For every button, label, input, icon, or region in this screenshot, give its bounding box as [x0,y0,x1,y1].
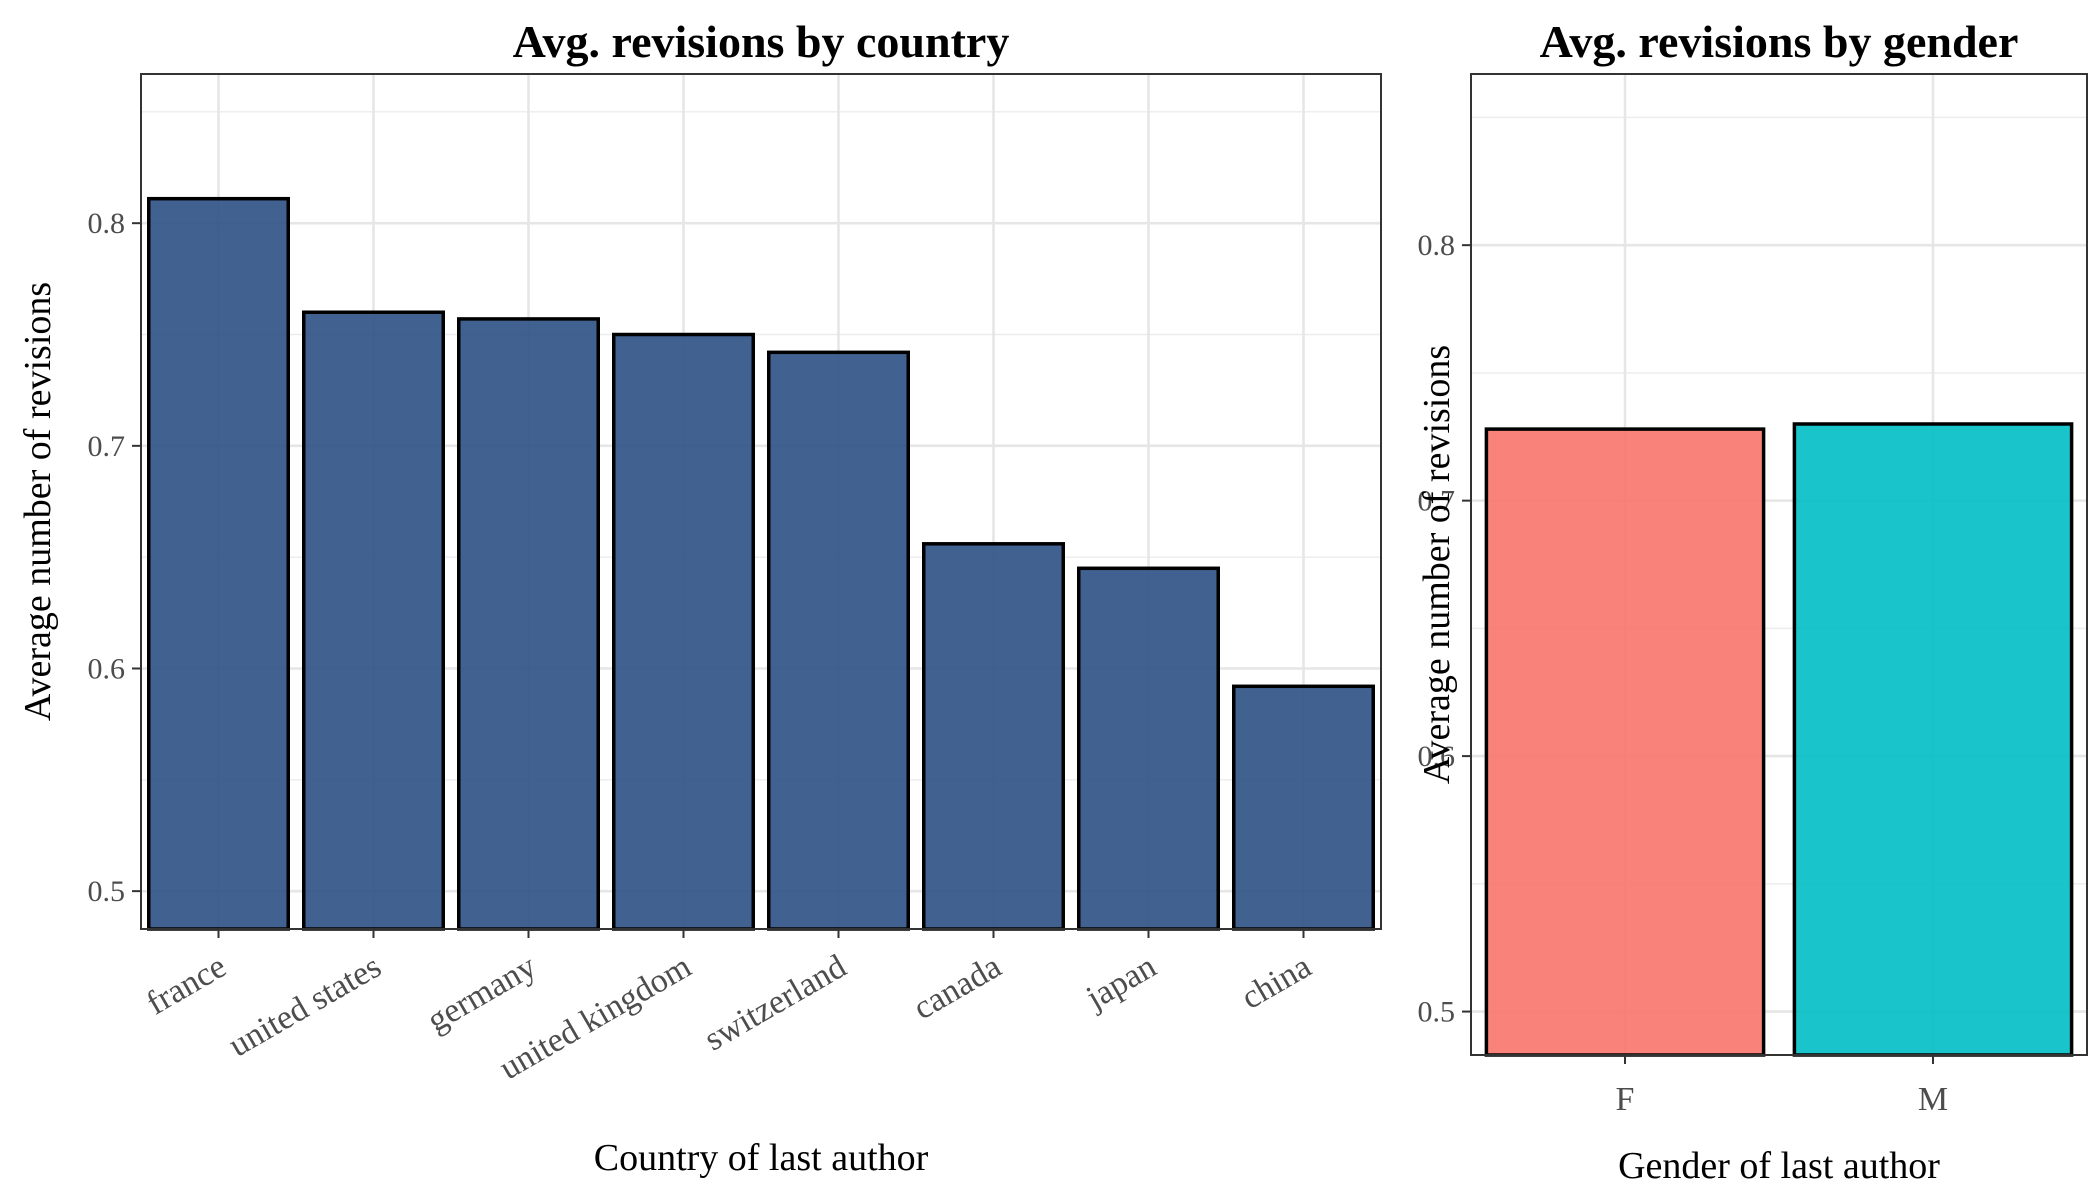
gender-x-axis-title: Gender of last author [1618,1145,1940,1187]
gender-y-tick-label: 0.6 [1418,740,1456,773]
gender-panel-border [1470,73,2088,1056]
country-bar-united-kingdom [612,332,755,931]
country-bar-canada [922,542,1065,931]
gender-y-tick-label: 0.8 [1418,229,1456,262]
country-bar-switzerland [767,350,910,931]
country-y-axis-title: Average number of revisions [17,282,59,721]
country-category-label: china [1235,948,1317,1017]
country-bar-china [1232,684,1375,931]
gender-category-label: F [1616,1081,1635,1118]
country-category-label: germany [421,948,543,1040]
country-y-tick-label: 0.6 [88,652,126,685]
country-y-tick-label: 0.8 [88,207,126,240]
country-panel-border [140,73,1382,930]
country-chart-title: Avg. revisions by country [513,16,1010,67]
country-bar-france [147,196,290,931]
gender-y-tick-label: 0.7 [1418,485,1456,518]
country-category-label: united states [223,948,388,1065]
country-category-label: switzerland [698,948,852,1058]
gender-y-axis-title: Average number of revisions [1416,345,1458,784]
gender-chart-panel: 0.5 0.6 0.7 0.8 F M Avg. revisions by gender Ge… [1416,16,2088,1187]
country-category-label: japan [1079,948,1162,1017]
country-category-label: canada [907,948,1007,1027]
country-y-tick-label: 0.5 [88,875,126,908]
country-y-tick-label: 0.7 [88,430,126,463]
country-bar-germany [457,317,600,931]
gender-category-label: M [1918,1081,1948,1118]
country-x-axis-title: Country of last author [594,1137,929,1179]
gender-y-tick-label: 0.5 [1418,996,1456,1029]
gender-chart-title: Avg. revisions by gender [1540,16,2019,67]
country-bar-united-states [302,310,445,931]
gender-bar-M [1792,422,2074,1057]
gender-bar-F [1484,427,1766,1057]
country-bar-japan [1077,566,1220,931]
country-category-label: france [140,948,232,1023]
